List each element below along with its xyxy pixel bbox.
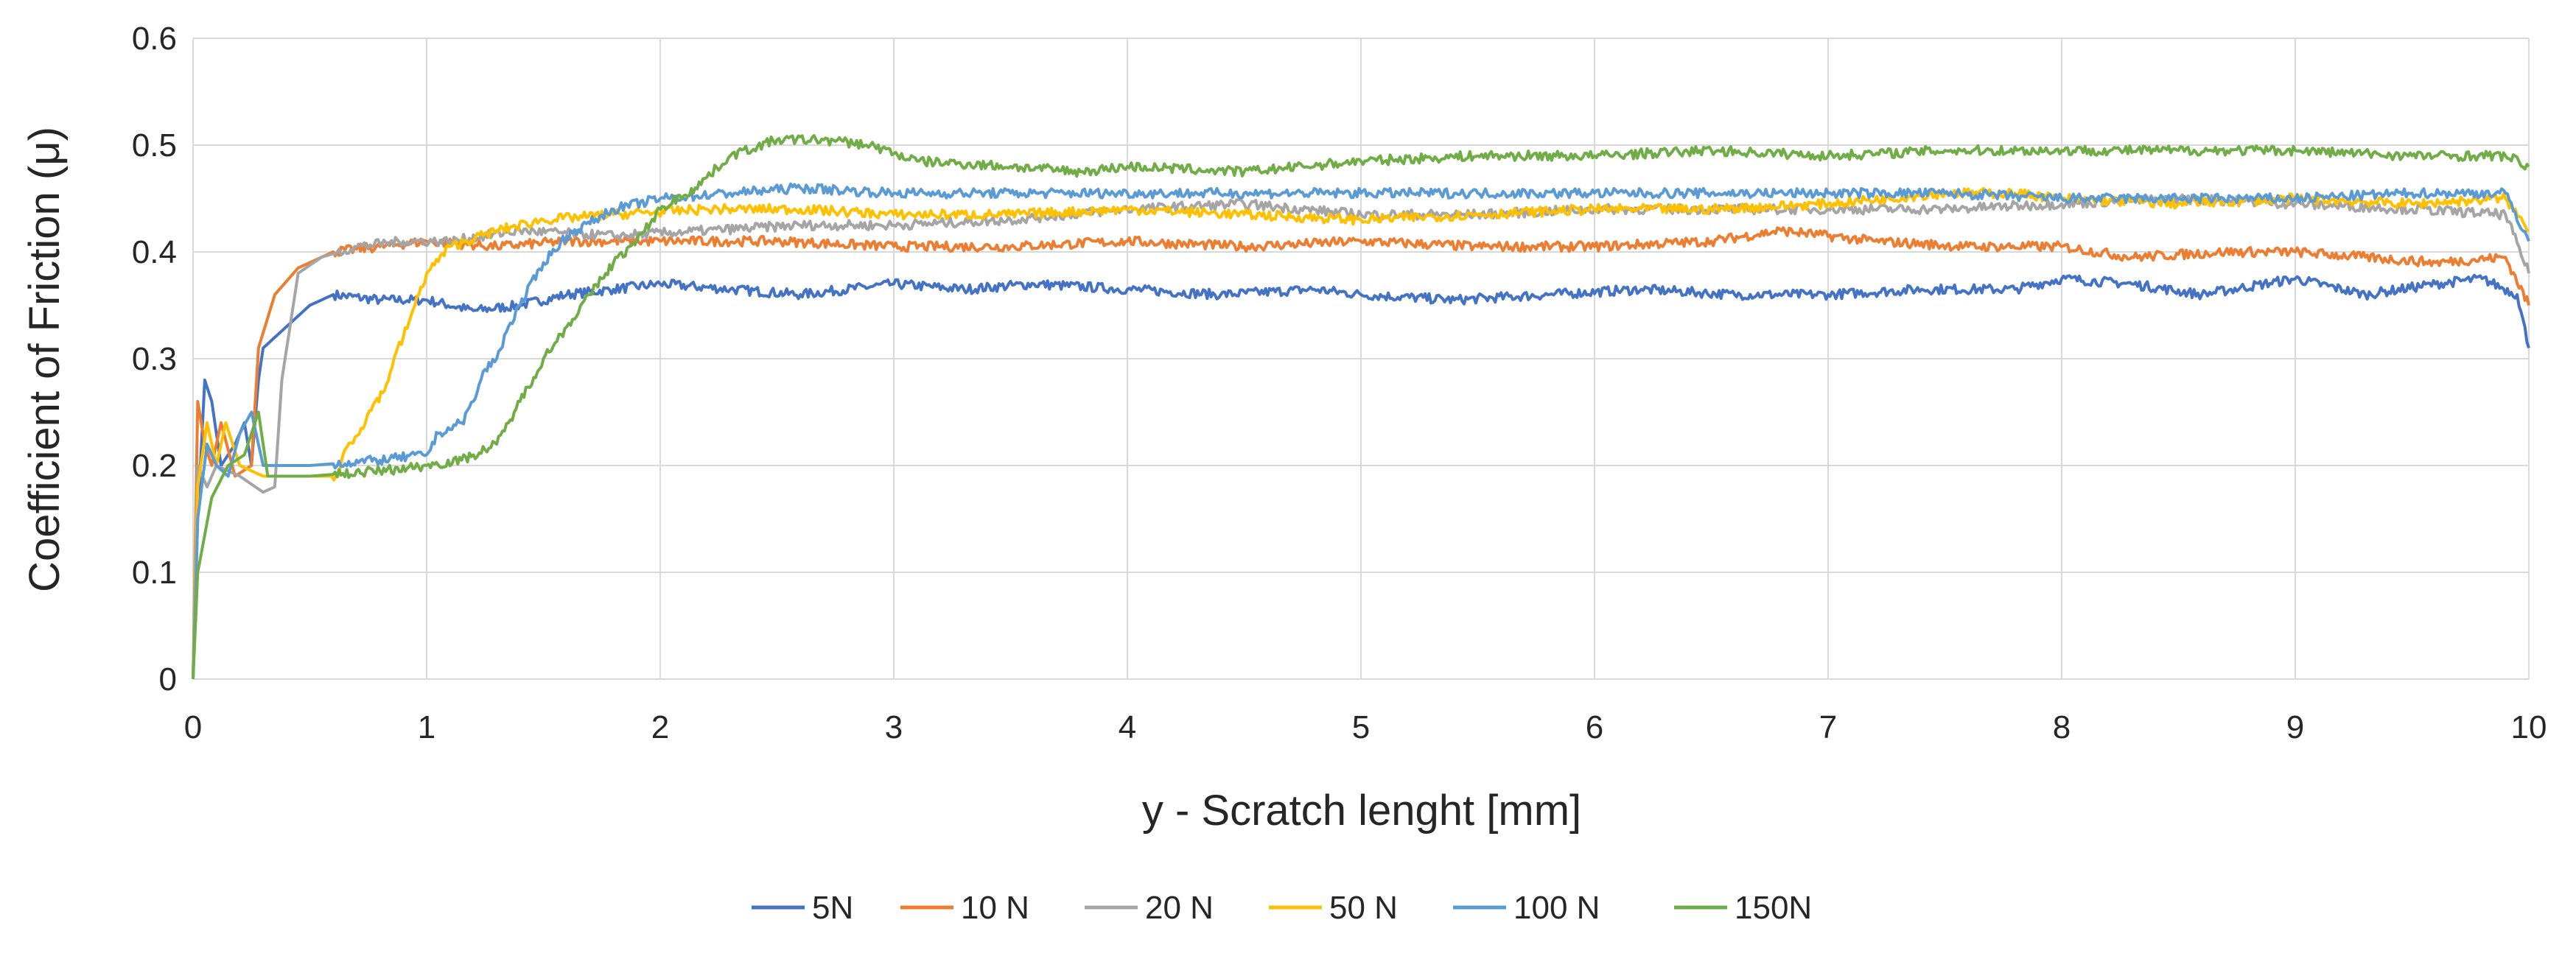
legend-label: 50 N <box>1329 890 1398 926</box>
series-lines <box>192 134 2530 680</box>
x-axis-title: y - Scratch lenght [mm] <box>1142 787 1581 835</box>
y-tick-label: 0.4 <box>132 234 177 270</box>
x-tick-label: 9 <box>2286 709 2304 745</box>
x-tick-label: 5 <box>1352 709 1370 745</box>
series-line-5n <box>192 273 2530 680</box>
x-tick-label: 7 <box>1819 709 1837 745</box>
legend-label: 150N <box>1735 890 1812 926</box>
legend-label: 5N <box>812 890 853 926</box>
x-tick-label: 10 <box>2511 709 2547 745</box>
y-axis-title: Coefficient of Friction (μ) <box>21 127 69 592</box>
x-tick-label: 4 <box>1119 709 1136 745</box>
y-tick-label: 0.6 <box>132 21 177 57</box>
x-tick-label: 8 <box>2053 709 2071 745</box>
y-tick-label: 0.1 <box>132 555 177 591</box>
x-tick-label: 0 <box>184 709 202 745</box>
series-line-10n <box>192 226 2530 680</box>
legend-label: 100 N <box>1513 890 1600 926</box>
x-tick-label: 2 <box>651 709 669 745</box>
tick-labels: 0 0.1 0.2 0.3 0.4 0.5 0.6 0 1 2 3 4 5 6 7 8 9 10 <box>132 21 2547 745</box>
y-tick-label: 0 <box>159 661 177 698</box>
y-tick-label: 0.5 <box>132 127 177 164</box>
series-line-100n <box>192 182 2530 680</box>
legend-label: 10 N <box>961 890 1029 926</box>
series-line-150n <box>192 134 2530 680</box>
x-tick-label: 6 <box>1586 709 1603 745</box>
legend: 5N 10 N 20 N 50 N 100 N 150N <box>752 890 1812 926</box>
legend-label: 20 N <box>1145 890 1214 926</box>
series-line-20n <box>192 193 2530 680</box>
series-line-50n <box>192 187 2530 680</box>
y-tick-label: 0.2 <box>132 448 177 484</box>
x-tick-label: 3 <box>885 709 903 745</box>
x-tick-label: 1 <box>418 709 435 745</box>
gridlines <box>192 38 2530 680</box>
y-tick-label: 0.3 <box>132 341 177 377</box>
